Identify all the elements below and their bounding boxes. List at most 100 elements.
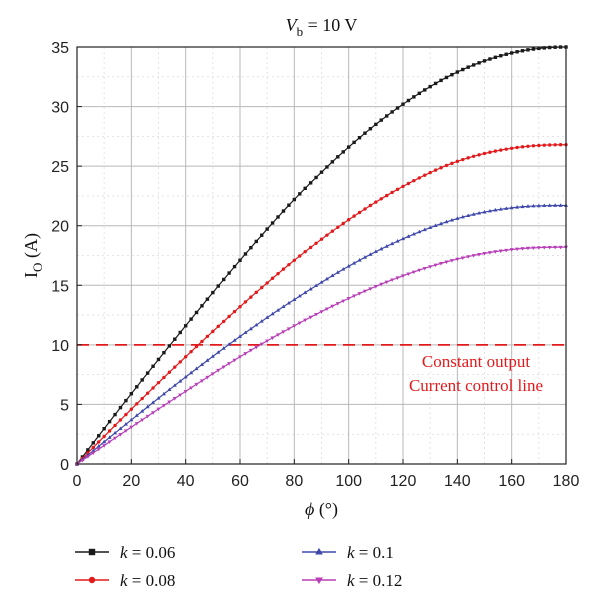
data-point [444,260,449,265]
data-point [178,360,182,364]
data-point [553,203,558,207]
data-point [423,88,427,92]
data-point [270,276,275,280]
data-point [199,379,205,383]
data-point [237,355,243,359]
x-tick-label: 120 [390,473,417,490]
data-point [477,153,481,157]
data-point [260,233,264,237]
data-point [265,315,270,319]
data-point [455,70,460,74]
data-point [286,300,291,305]
x-tick-label: 80 [285,473,303,490]
data-point [417,91,421,96]
data-point [357,258,362,262]
data-point [254,345,259,350]
data-point [346,264,351,268]
data-point [482,59,487,63]
data-point [227,271,231,275]
data-point [129,417,134,422]
title-sub: b [297,24,304,39]
data-point [330,160,335,164]
data-point [363,207,367,211]
data-point [314,175,318,180]
data-point [542,143,546,147]
data-point [390,278,395,283]
y-tick-label: 30 [51,100,69,117]
data-point [466,65,470,69]
data-point [357,210,362,215]
data-point [97,440,101,444]
data-point [493,250,498,254]
data-point [411,270,416,275]
data-point [308,181,313,185]
data-point [292,297,297,301]
data-point [270,221,275,225]
legend-label: k = 0.08 [120,571,175,590]
data-point [433,81,438,86]
data-point [504,248,509,253]
title-var: V [286,15,299,35]
data-point [162,350,166,355]
data-point [189,386,194,391]
data-point [390,190,394,195]
data-point [450,161,454,166]
data-point [515,50,519,54]
data-point [325,233,329,237]
data-point [151,364,155,368]
data-point [384,244,389,248]
data-point [140,378,144,382]
data-point [97,434,101,438]
data-point [172,383,177,387]
data-point [123,429,128,433]
data-point [319,237,324,241]
data-point [471,254,476,258]
data-point [487,208,492,213]
data-point [96,444,101,448]
legend-value: = 0.1 [355,543,394,562]
data-point [325,165,329,169]
data-point [107,429,112,433]
data-point [178,330,182,335]
data-point [498,249,503,254]
data-point [270,336,275,340]
data-point [390,241,395,246]
data-point [222,319,226,324]
data-point [151,400,156,404]
data-point [124,398,128,403]
data-point [124,412,128,417]
data-point [374,200,378,204]
data-point [308,315,313,320]
data-point [243,330,248,335]
data-point [107,435,112,439]
data-point [422,266,427,271]
data-point [352,294,357,299]
data-point [183,324,188,328]
legend-label: k = 0.12 [347,571,402,590]
data-point [287,203,291,207]
data-point [412,178,416,183]
data-point [281,209,286,213]
data-point [162,375,166,380]
data-point [471,63,476,67]
data-point [379,246,384,251]
data-point [292,197,297,202]
y-tick-label: 25 [51,159,69,176]
data-point [297,321,302,326]
data-point [330,229,335,233]
data-point [189,317,193,321]
data-point [466,255,471,259]
data-point [227,314,231,319]
data-point [352,214,356,218]
data-point [515,145,519,150]
data-point [558,245,563,250]
x-tick-label: 100 [335,473,362,490]
data-point [504,206,509,210]
legend-value: = 0.12 [355,571,403,590]
data-point [298,192,302,196]
data-point [525,246,531,251]
data-point [102,444,107,448]
legend-value: = 0.06 [128,543,176,562]
data-point [118,418,123,422]
data-point [509,248,514,252]
